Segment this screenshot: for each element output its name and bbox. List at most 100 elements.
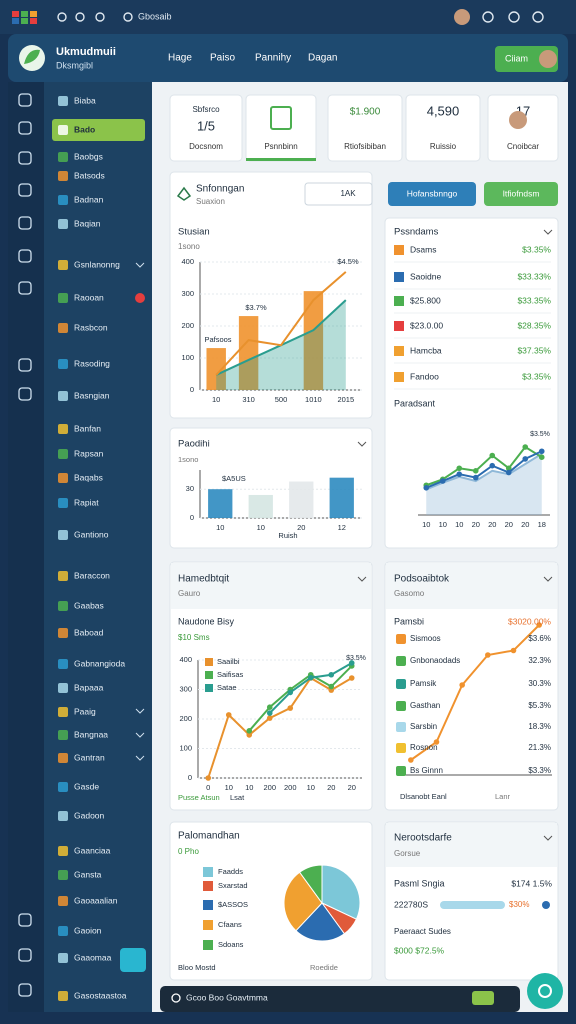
y-tick-label: 300: [179, 684, 192, 693]
strip-icon[interactable]: [18, 948, 32, 962]
strip-icon[interactable]: [18, 93, 32, 107]
sidebar-item[interactable]: Gadoon: [74, 810, 105, 820]
strip-icon[interactable]: [18, 913, 32, 927]
panel-title: Nerootsdarfe: [394, 833, 452, 844]
sidebar-item[interactable]: Baqian: [74, 218, 101, 228]
strip-icon[interactable]: [18, 151, 32, 165]
sidebar-item[interactable]: Baraccon: [74, 570, 110, 580]
x-axis-label: Ruish: [278, 531, 297, 540]
sidebar-item[interactable]: Banfan: [74, 423, 101, 433]
strip-icon[interactable]: [18, 183, 32, 197]
action-button[interactable]: [388, 182, 476, 206]
sidebar-item[interactable]: Biaba: [74, 95, 96, 105]
fab[interactable]: [527, 973, 563, 1009]
sidebar-icon: [58, 571, 68, 581]
strip-icon[interactable]: [18, 983, 32, 997]
toggle: [472, 991, 494, 1005]
x-tick-label: 12: [338, 523, 346, 532]
search-box[interactable]: [304, 182, 373, 206]
row-value: 30.3%: [528, 679, 551, 688]
card-icon: [509, 111, 527, 129]
sidebar-item[interactable]: Bangnaa: [74, 729, 108, 739]
sidebar-item[interactable]: Baqabs: [74, 472, 103, 482]
annotation: $3.7%: [245, 303, 267, 312]
point: [307, 674, 314, 681]
strip-icon[interactable]: [18, 216, 32, 230]
sidebar-item[interactable]: Gantran: [74, 752, 105, 762]
sidebar-icon: [58, 846, 68, 856]
button-label[interactable]: Itfiofndsm: [503, 188, 540, 198]
sidebar-item[interactable]: Rasoding: [74, 358, 110, 368]
nav-link[interactable]: Dagan: [308, 53, 337, 64]
row-value: 18.3%: [528, 722, 551, 731]
sidebar-item[interactable]: Gsnlanonng: [74, 259, 120, 269]
strip-icon[interactable]: [18, 281, 32, 295]
sidebar-item[interactable]: Baobgs: [74, 151, 103, 161]
sidebar-item[interactable]: Gantiono: [74, 529, 109, 539]
toolbar-icon: [176, 186, 192, 201]
sidebar-item[interactable]: Gaanciaa: [74, 845, 111, 855]
chevron: [135, 708, 145, 714]
panel: [405, 94, 481, 162]
sidebar-item[interactable]: Batsods: [74, 170, 105, 180]
point: [287, 689, 294, 696]
strip-icon[interactable]: [18, 387, 32, 401]
row-value: $30%: [509, 900, 529, 909]
nav-link[interactable]: Hage: [168, 53, 192, 64]
x-tick-label: 10: [257, 523, 265, 532]
sidebar-item[interactable]: Gansta: [74, 869, 102, 879]
action-button[interactable]: [484, 182, 558, 206]
status-icon[interactable]: [532, 11, 544, 23]
row-swatch: [394, 245, 404, 255]
sidebar-item[interactable]: Bapaaa: [74, 682, 104, 692]
sidebar-item[interactable]: Gaoion: [74, 925, 102, 935]
strip-icon[interactable]: [18, 249, 32, 263]
sidebar-item[interactable]: Gabnangioda: [74, 658, 125, 668]
pie-slice: [298, 864, 323, 905]
sidebar-item[interactable]: Gasde: [74, 781, 99, 791]
status-icon: [123, 12, 133, 22]
chevron: [135, 755, 145, 761]
strip-icon[interactable]: [18, 121, 32, 135]
row-label: $25.800: [410, 295, 441, 305]
sidebar-item[interactable]: Gaoaaalian: [74, 895, 118, 905]
sidebar-item[interactable]: Gaabas: [74, 600, 104, 610]
point: [433, 739, 440, 745]
sidebar-item[interactable]: Gaaomaa: [74, 952, 112, 962]
sidebar-item[interactable]: Gasostaastoa: [74, 990, 127, 1000]
sidebar-item[interactable]: Rapsan: [74, 448, 104, 458]
sidebar-item[interactable]: Paaig: [74, 706, 96, 716]
legend-swatch: [203, 920, 213, 930]
x-tick-label: 18: [538, 520, 546, 529]
sidebar-icon: [58, 991, 68, 1001]
row-swatch: [396, 701, 406, 711]
nav-link[interactable]: Paiso: [210, 53, 235, 64]
sidebar-icon: [58, 896, 68, 906]
icon-strip: [8, 82, 44, 1012]
point: [472, 468, 479, 474]
card-caption: Rtiofsibiban: [344, 142, 386, 151]
row-label: $23.0.00: [410, 320, 443, 330]
sidebar-item[interactable]: Rasbcon: [74, 322, 108, 332]
sidebar-item[interactable]: Bado: [74, 124, 95, 134]
sidebar-icon: [58, 125, 68, 135]
sidebar-item[interactable]: Raooan: [74, 292, 104, 302]
sidebar-item[interactable]: Basngian: [74, 390, 110, 400]
legend-swatch: [203, 881, 213, 891]
search-text[interactable]: 1AK: [340, 189, 356, 198]
sidebar-item[interactable]: Badnan: [74, 194, 104, 204]
legend-label: Cfaans: [218, 920, 242, 929]
nav-link[interactable]: Pannihy: [255, 53, 291, 64]
sidebar-item[interactable]: Rapiat: [74, 497, 99, 507]
send-button[interactable]: [120, 948, 146, 972]
header-button-label[interactable]: Ciiam: [505, 53, 528, 63]
y-tick-label: 200: [179, 714, 192, 723]
search-placeholder[interactable]: Gcoo Boo Goavtmma: [186, 992, 268, 1002]
sidebar-item[interactable]: Baboad: [74, 627, 104, 637]
search-bar[interactable]: [160, 986, 520, 1012]
sidebar-icon: [58, 473, 68, 483]
status-icon[interactable]: [508, 11, 520, 23]
status-icon[interactable]: [482, 11, 494, 23]
button-label[interactable]: Hofansbnngo: [407, 188, 458, 198]
strip-icon[interactable]: [18, 358, 32, 372]
